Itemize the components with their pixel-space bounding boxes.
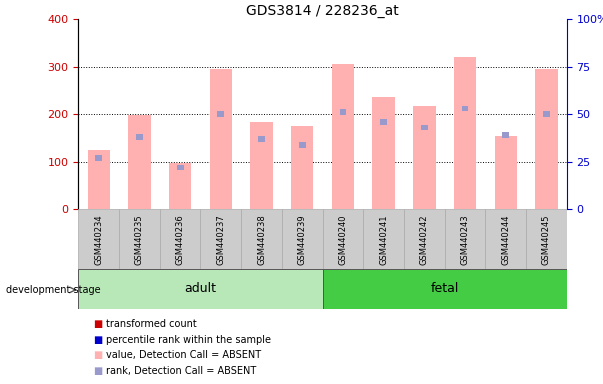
Text: GSM440239: GSM440239 <box>298 214 307 265</box>
Bar <box>404 209 444 269</box>
Text: ■: ■ <box>93 366 103 376</box>
Text: percentile rank within the sample: percentile rank within the sample <box>106 335 271 345</box>
Text: GSM440234: GSM440234 <box>94 214 103 265</box>
Text: fetal: fetal <box>431 283 459 295</box>
Bar <box>421 125 428 131</box>
Bar <box>119 209 160 269</box>
Bar <box>363 209 404 269</box>
Bar <box>323 269 567 309</box>
Title: GDS3814 / 228236_at: GDS3814 / 228236_at <box>246 4 399 18</box>
Text: GSM440241: GSM440241 <box>379 214 388 265</box>
Bar <box>136 134 143 140</box>
Bar <box>485 209 526 269</box>
Text: value, Detection Call = ABSENT: value, Detection Call = ABSENT <box>106 350 260 360</box>
Bar <box>323 209 363 269</box>
Bar <box>526 209 567 269</box>
Bar <box>250 122 273 209</box>
Bar <box>339 109 346 115</box>
Text: GSM440244: GSM440244 <box>501 214 510 265</box>
Text: ■: ■ <box>93 350 103 360</box>
Text: GSM440240: GSM440240 <box>338 214 347 265</box>
Text: GSM440242: GSM440242 <box>420 214 429 265</box>
Bar <box>462 106 469 111</box>
Bar <box>87 150 110 209</box>
Text: GSM440245: GSM440245 <box>542 214 551 265</box>
Bar <box>160 209 200 269</box>
Bar <box>282 209 323 269</box>
Bar <box>241 209 282 269</box>
Text: ■: ■ <box>93 335 103 345</box>
Bar <box>128 115 151 209</box>
Bar <box>380 119 387 125</box>
Bar <box>210 69 232 209</box>
Text: ■: ■ <box>93 319 103 329</box>
Bar <box>332 65 354 209</box>
Bar <box>200 209 241 269</box>
Text: development stage: development stage <box>6 285 101 295</box>
Bar <box>494 136 517 209</box>
Text: GSM440238: GSM440238 <box>257 214 266 265</box>
Bar <box>299 142 306 147</box>
Bar <box>78 269 323 309</box>
Bar <box>218 111 224 117</box>
Text: transformed count: transformed count <box>106 319 196 329</box>
Bar <box>258 136 265 142</box>
Bar <box>291 126 314 209</box>
Bar <box>78 209 119 269</box>
Bar <box>95 155 102 161</box>
Bar <box>413 106 435 209</box>
Bar <box>169 163 191 209</box>
Bar <box>177 165 183 170</box>
Text: GSM440237: GSM440237 <box>216 214 226 265</box>
Bar <box>502 132 509 138</box>
Text: GSM440243: GSM440243 <box>461 214 470 265</box>
Bar <box>444 209 485 269</box>
Bar <box>373 97 395 209</box>
Text: adult: adult <box>185 283 216 295</box>
Bar <box>454 57 476 209</box>
Text: GSM440236: GSM440236 <box>175 214 185 265</box>
Text: GSM440235: GSM440235 <box>135 214 144 265</box>
Bar <box>535 69 558 209</box>
Bar <box>543 111 550 117</box>
Text: rank, Detection Call = ABSENT: rank, Detection Call = ABSENT <box>106 366 256 376</box>
